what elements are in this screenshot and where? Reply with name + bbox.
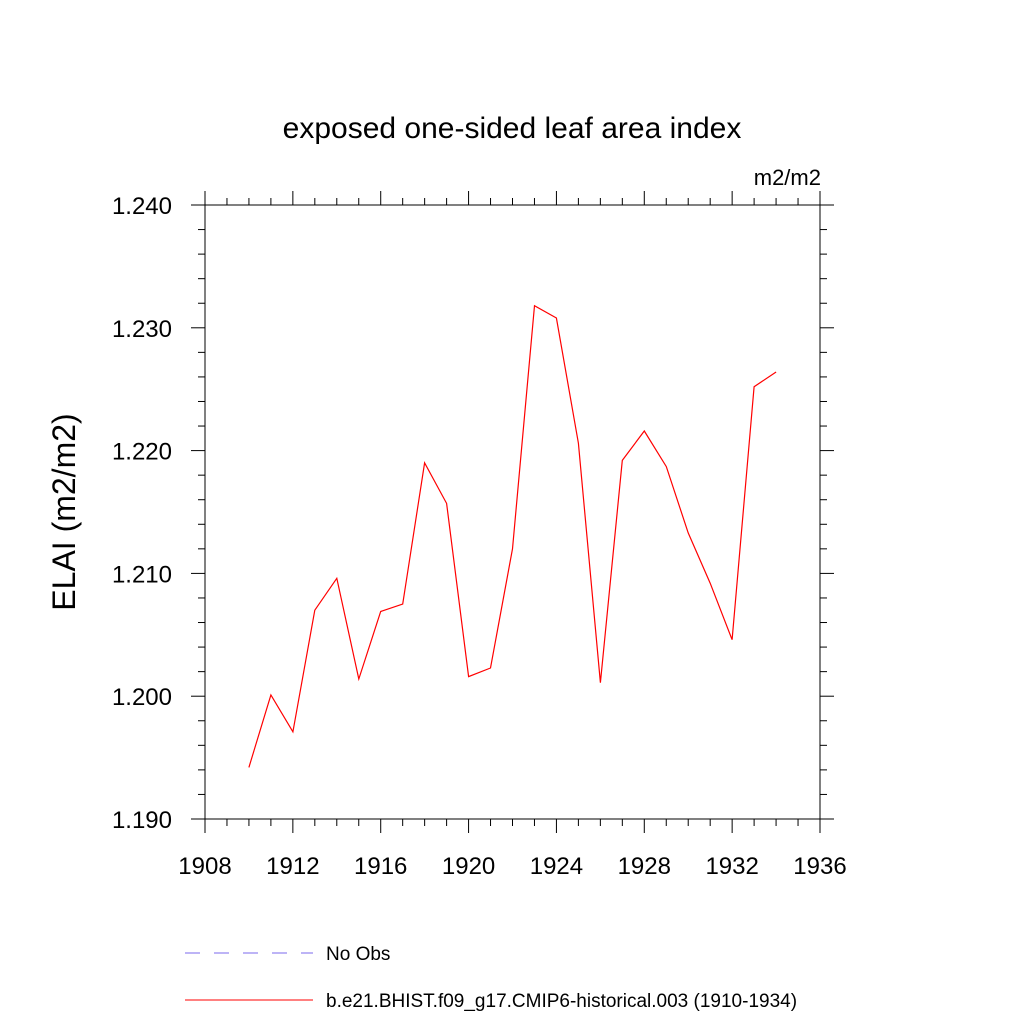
y-tick-label: 1.210 [112,561,172,588]
axes: 1908 1912 1916 1920 1924 1928 1932 1936 1.190 1.2… [112,191,847,880]
y-axis-label: ELAI (m2/m2) [46,413,82,610]
x-tick-label: 1936 [793,853,846,880]
legend: No Obs b.e21.BHIST.f09_g17.CMIP6-historic… [185,944,797,1012]
x-tick-label: 1912 [266,853,319,880]
chart-title: exposed one-sided leaf area index [283,112,742,145]
legend-label: b.e21.BHIST.f09_g17.CMIP6-historical.003… [326,991,797,1012]
x-tick-label: 1928 [618,853,671,880]
y-tick-label: 1.230 [112,316,172,343]
x-tick-label: 1932 [705,853,758,880]
units-label: m2/m2 [754,165,821,190]
y-tick-label: 1.190 [112,807,172,834]
x-tick-label: 1916 [354,853,407,880]
x-tick-label: 1908 [178,853,231,880]
y-tick-label: 1.200 [112,684,172,711]
series-line [248,304,777,768]
y-tick-label: 1.220 [112,439,172,466]
series-layer [248,304,777,768]
x-tick-label: 1920 [442,853,495,880]
y-tick-label: 1.240 [112,193,172,220]
legend-label: No Obs [326,944,390,965]
plot-frame [204,204,821,820]
x-tick-label: 1924 [530,853,583,880]
